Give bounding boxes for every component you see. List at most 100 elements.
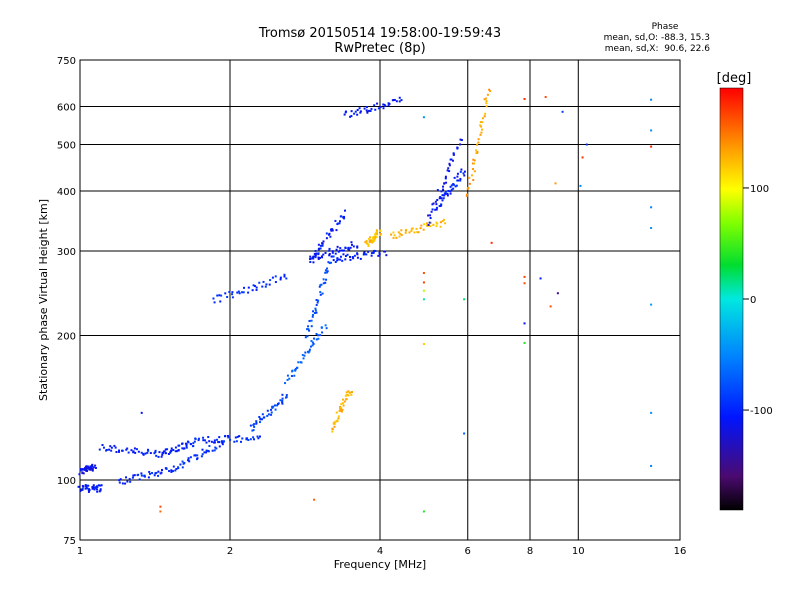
data-point — [259, 421, 262, 424]
data-point — [166, 448, 169, 451]
data-point — [96, 488, 99, 491]
data-point — [486, 93, 489, 96]
data-point — [445, 181, 448, 184]
data-point — [99, 488, 102, 491]
data-point — [155, 471, 158, 474]
data-point — [91, 465, 94, 468]
data-point — [126, 447, 129, 450]
data-point — [463, 298, 466, 301]
data-point — [364, 241, 367, 244]
data-point — [283, 273, 286, 276]
data-point — [121, 449, 124, 452]
data-point — [313, 255, 316, 258]
data-point — [319, 247, 322, 250]
data-point — [336, 245, 339, 248]
data-point — [177, 466, 180, 469]
data-point — [328, 252, 331, 255]
data-point — [650, 145, 653, 148]
data-point — [369, 236, 372, 239]
data-point — [207, 436, 210, 439]
data-point — [331, 228, 334, 231]
data-point — [314, 307, 317, 310]
data-point — [470, 174, 473, 177]
data-point — [258, 435, 261, 438]
data-point — [236, 291, 239, 294]
data-point — [277, 403, 280, 406]
data-point — [392, 231, 395, 234]
data-point — [393, 234, 396, 237]
data-point — [441, 194, 444, 197]
data-point — [398, 235, 401, 238]
data-point — [468, 182, 471, 185]
data-point — [140, 474, 143, 477]
data-point — [325, 237, 328, 240]
data-point — [554, 182, 557, 185]
data-point — [318, 256, 321, 259]
data-point — [434, 200, 437, 203]
data-point — [187, 459, 190, 462]
data-point — [271, 276, 274, 279]
data-point — [251, 429, 254, 432]
data-point — [339, 405, 342, 408]
data-point — [153, 474, 156, 477]
title-line-2: RwPretec (8p) — [334, 41, 426, 56]
data-point — [310, 319, 313, 322]
data-point — [322, 240, 325, 243]
data-point — [301, 353, 304, 356]
data-point — [523, 275, 526, 278]
data-point — [132, 474, 135, 477]
data-point — [85, 486, 88, 489]
data-point — [399, 232, 402, 235]
data-point — [452, 152, 455, 155]
data-point — [382, 107, 385, 110]
data-point — [82, 485, 85, 488]
data-point — [175, 450, 178, 453]
data-point — [128, 478, 131, 481]
data-point — [370, 254, 373, 257]
data-point — [435, 203, 438, 206]
colorbar-gradient — [719, 87, 744, 511]
data-point — [449, 190, 452, 193]
data-point — [338, 249, 341, 252]
data-point — [140, 451, 143, 454]
data-point — [339, 255, 342, 258]
data-point — [121, 482, 124, 485]
data-point — [339, 408, 342, 411]
data-point — [650, 129, 653, 132]
data-point — [92, 487, 95, 490]
data-point — [315, 332, 318, 335]
data-point — [255, 420, 258, 423]
x-tick-label: 1 — [77, 546, 83, 557]
data-point — [224, 292, 227, 295]
data-point — [309, 258, 312, 261]
x-tick-labels: 1 2 4 6 8 10 16 — [77, 546, 687, 557]
data-point — [194, 437, 197, 440]
data-point — [314, 249, 317, 252]
data-point — [185, 446, 188, 449]
data-point — [100, 484, 103, 487]
data-point — [359, 110, 362, 113]
data-point — [307, 328, 310, 331]
data-point — [102, 446, 105, 449]
data-point — [454, 185, 457, 188]
data-point — [148, 470, 151, 473]
data-point — [182, 462, 185, 465]
data-point — [329, 235, 332, 238]
data-point — [446, 192, 449, 195]
data-point — [118, 450, 121, 453]
data-point — [91, 485, 94, 488]
data-point — [196, 454, 199, 457]
data-point — [382, 103, 385, 106]
data-point — [257, 437, 260, 440]
data-point — [352, 245, 355, 248]
data-point — [423, 223, 426, 226]
data-point — [160, 471, 163, 474]
data-point — [435, 206, 438, 209]
data-point — [238, 435, 241, 438]
data-point — [561, 110, 564, 113]
data-point — [349, 255, 352, 258]
data-point — [261, 285, 264, 288]
data-point — [463, 170, 466, 173]
phase-x-stats: mean, sd,X: 90.6, 22.6 — [604, 44, 710, 54]
data-point — [650, 303, 653, 306]
